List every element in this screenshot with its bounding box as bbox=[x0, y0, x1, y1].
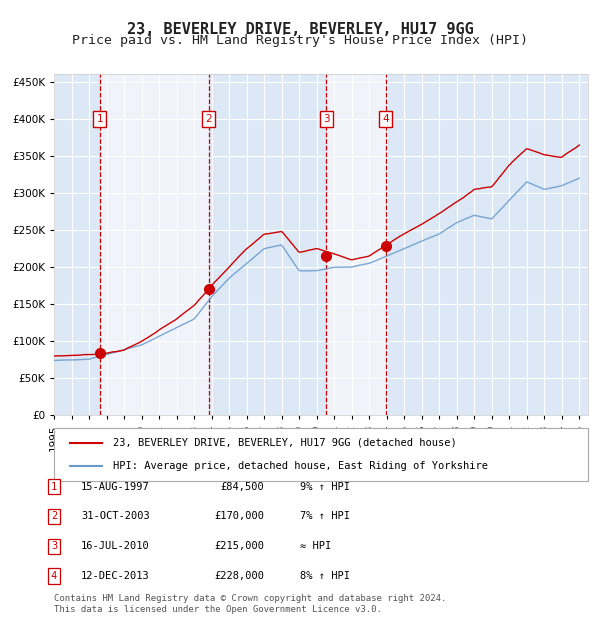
Text: 12-DEC-2013: 12-DEC-2013 bbox=[81, 571, 150, 581]
Text: 9% ↑ HPI: 9% ↑ HPI bbox=[300, 482, 350, 492]
Bar bbox=[386, 74, 588, 415]
Text: 2: 2 bbox=[51, 512, 57, 521]
Text: 8% ↑ HPI: 8% ↑ HPI bbox=[300, 571, 350, 581]
Text: 7% ↑ HPI: 7% ↑ HPI bbox=[300, 512, 350, 521]
Text: £84,500: £84,500 bbox=[220, 482, 264, 492]
Text: 15-AUG-1997: 15-AUG-1997 bbox=[81, 482, 150, 492]
Text: Contains HM Land Registry data © Crown copyright and database right 2024.
This d: Contains HM Land Registry data © Crown c… bbox=[54, 595, 446, 614]
Text: 4: 4 bbox=[51, 571, 57, 581]
Text: 1: 1 bbox=[51, 482, 57, 492]
Bar bbox=[54, 74, 100, 415]
Text: HPI: Average price, detached house, East Riding of Yorkshire: HPI: Average price, detached house, East… bbox=[113, 461, 488, 471]
Text: 16-JUL-2010: 16-JUL-2010 bbox=[81, 541, 150, 551]
Text: 2: 2 bbox=[205, 114, 212, 124]
Text: 1: 1 bbox=[97, 114, 103, 124]
Text: 3: 3 bbox=[323, 114, 329, 124]
Text: 23, BEVERLEY DRIVE, BEVERLEY, HU17 9GG (detached house): 23, BEVERLEY DRIVE, BEVERLEY, HU17 9GG (… bbox=[113, 438, 457, 448]
Text: Price paid vs. HM Land Registry's House Price Index (HPI): Price paid vs. HM Land Registry's House … bbox=[72, 34, 528, 47]
Text: ≈ HPI: ≈ HPI bbox=[300, 541, 331, 551]
Text: £228,000: £228,000 bbox=[214, 571, 264, 581]
Text: £215,000: £215,000 bbox=[214, 541, 264, 551]
Text: 4: 4 bbox=[382, 114, 389, 124]
Bar bbox=[209, 74, 326, 415]
Text: 3: 3 bbox=[51, 541, 57, 551]
Text: 23, BEVERLEY DRIVE, BEVERLEY, HU17 9GG: 23, BEVERLEY DRIVE, BEVERLEY, HU17 9GG bbox=[127, 22, 473, 37]
Text: 31-OCT-2003: 31-OCT-2003 bbox=[81, 512, 150, 521]
Text: £170,000: £170,000 bbox=[214, 512, 264, 521]
